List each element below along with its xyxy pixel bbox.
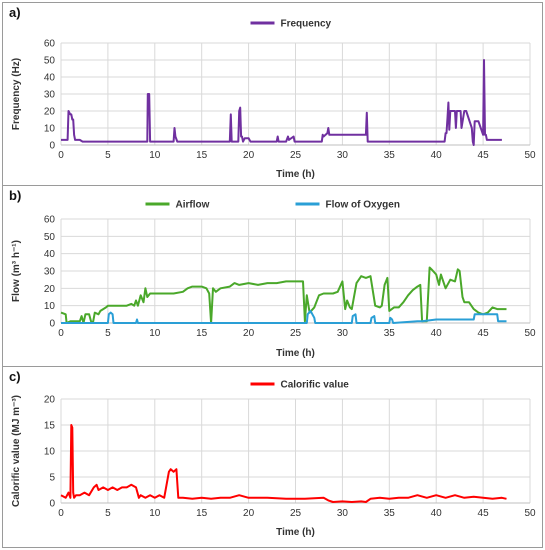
series-line-airflow [60, 266, 507, 324]
x-tick-label: 25 [290, 328, 302, 339]
x-axis-label: Time (h) [276, 169, 315, 180]
panel-c: c) 0 5 10 15 20 0 5 10 15 20 25 30 35 40 45 50 Time (h) C… [2, 366, 543, 548]
y-axis-label: Flow (m³ h⁻¹) [11, 240, 22, 302]
panel-letter: c) [9, 369, 21, 384]
x-tick-label: 45 [478, 150, 490, 161]
y-tick-label: 0 [49, 319, 55, 330]
legend-label: Flow of Oxygen [326, 200, 400, 211]
x-tick-label: 0 [58, 150, 64, 161]
y-tick-label: 0 [49, 499, 55, 510]
panel-letter: b) [9, 188, 22, 203]
y-tick-label: 60 [44, 215, 56, 226]
x-tick-label: 20 [243, 508, 255, 519]
x-tick-label: 10 [149, 150, 161, 161]
x-tick-label: 45 [478, 328, 490, 339]
x-tick-label: 0 [58, 328, 64, 339]
x-tick-label: 10 [149, 508, 161, 519]
chart-svg: 0 5 10 15 20 0 5 10 15 20 25 30 35 40 45 50 Time (h) Calo… [11, 380, 536, 539]
y-tick-label: 20 [44, 107, 56, 118]
x-tick-label: 50 [524, 508, 536, 519]
x-tick-label: 20 [243, 328, 255, 339]
x-tick-label: 45 [478, 508, 490, 519]
y-tick-label: 10 [44, 301, 56, 312]
y-tick-label: 0 [49, 141, 55, 152]
x-axis-label: Time (h) [276, 527, 315, 538]
y-tick-label: 15 [44, 421, 56, 432]
x-axis-label: Time (h) [276, 348, 315, 359]
x-tick-label: 15 [196, 150, 208, 161]
x-tick-label: 5 [105, 508, 111, 519]
x-tick-label: 40 [431, 328, 443, 339]
x-tick-label: 30 [337, 328, 349, 339]
x-tick-label: 5 [105, 150, 111, 161]
x-tick-label: 15 [196, 508, 208, 519]
panel-letter: a) [9, 5, 21, 20]
x-tick-label: 50 [524, 328, 536, 339]
legend-label: Frequency [281, 19, 332, 30]
y-tick-label: 30 [44, 267, 56, 278]
y-axis-label: Frequency (Hz) [11, 58, 22, 130]
y-tick-label: 5 [49, 473, 55, 484]
panel-b: b) 0 10 20 30 40 50 60 0 5 10 15 20 25 30 35 40 45 50 Time… [2, 185, 543, 367]
y-tick-label: 40 [44, 73, 56, 84]
y-tick-label: 50 [44, 56, 56, 67]
x-tick-label: 10 [149, 328, 161, 339]
y-axis-label: Calorific value (MJ m⁻³) [11, 395, 22, 507]
y-tick-label: 10 [44, 124, 56, 135]
x-tick-label: 35 [384, 328, 396, 339]
y-tick-label: 20 [44, 284, 56, 295]
x-tick-label: 0 [58, 508, 64, 519]
x-tick-label: 35 [384, 150, 396, 161]
chart-svg: 0 10 20 30 40 50 60 0 5 10 15 20 25 30 35 40 45 50 Time (h… [11, 200, 536, 360]
y-tick-label: 50 [44, 232, 56, 243]
y-tick-label: 10 [44, 447, 56, 458]
x-tick-label: 40 [431, 150, 443, 161]
legend-label: Airflow [176, 200, 210, 211]
series-line-flow-of-oxygen [61, 309, 507, 324]
chart-svg: 0 10 20 30 40 50 60 0 5 10 15 20 25 30 35 40 45 50 Time (h… [11, 19, 536, 181]
y-tick-label: 20 [44, 395, 56, 406]
legend-label: Calorific value [281, 380, 350, 391]
series-line-calorific-value [60, 424, 507, 503]
x-tick-label: 40 [431, 508, 443, 519]
y-tick-label: 40 [44, 249, 56, 260]
panel-a: a) 0 10 20 30 40 50 60 0 5 10 15 20 25 30 35 40 45 50 Time… [2, 2, 543, 186]
x-tick-label: 50 [524, 150, 536, 161]
y-tick-label: 30 [44, 90, 56, 101]
x-tick-label: 5 [105, 328, 111, 339]
x-tick-label: 25 [290, 508, 302, 519]
series-line-frequency [61, 59, 502, 146]
x-tick-label: 30 [337, 150, 349, 161]
x-tick-label: 35 [384, 508, 396, 519]
x-tick-label: 30 [337, 508, 349, 519]
x-tick-label: 25 [290, 150, 302, 161]
x-tick-label: 15 [196, 328, 208, 339]
y-tick-label: 60 [44, 39, 56, 50]
x-tick-label: 20 [243, 150, 255, 161]
